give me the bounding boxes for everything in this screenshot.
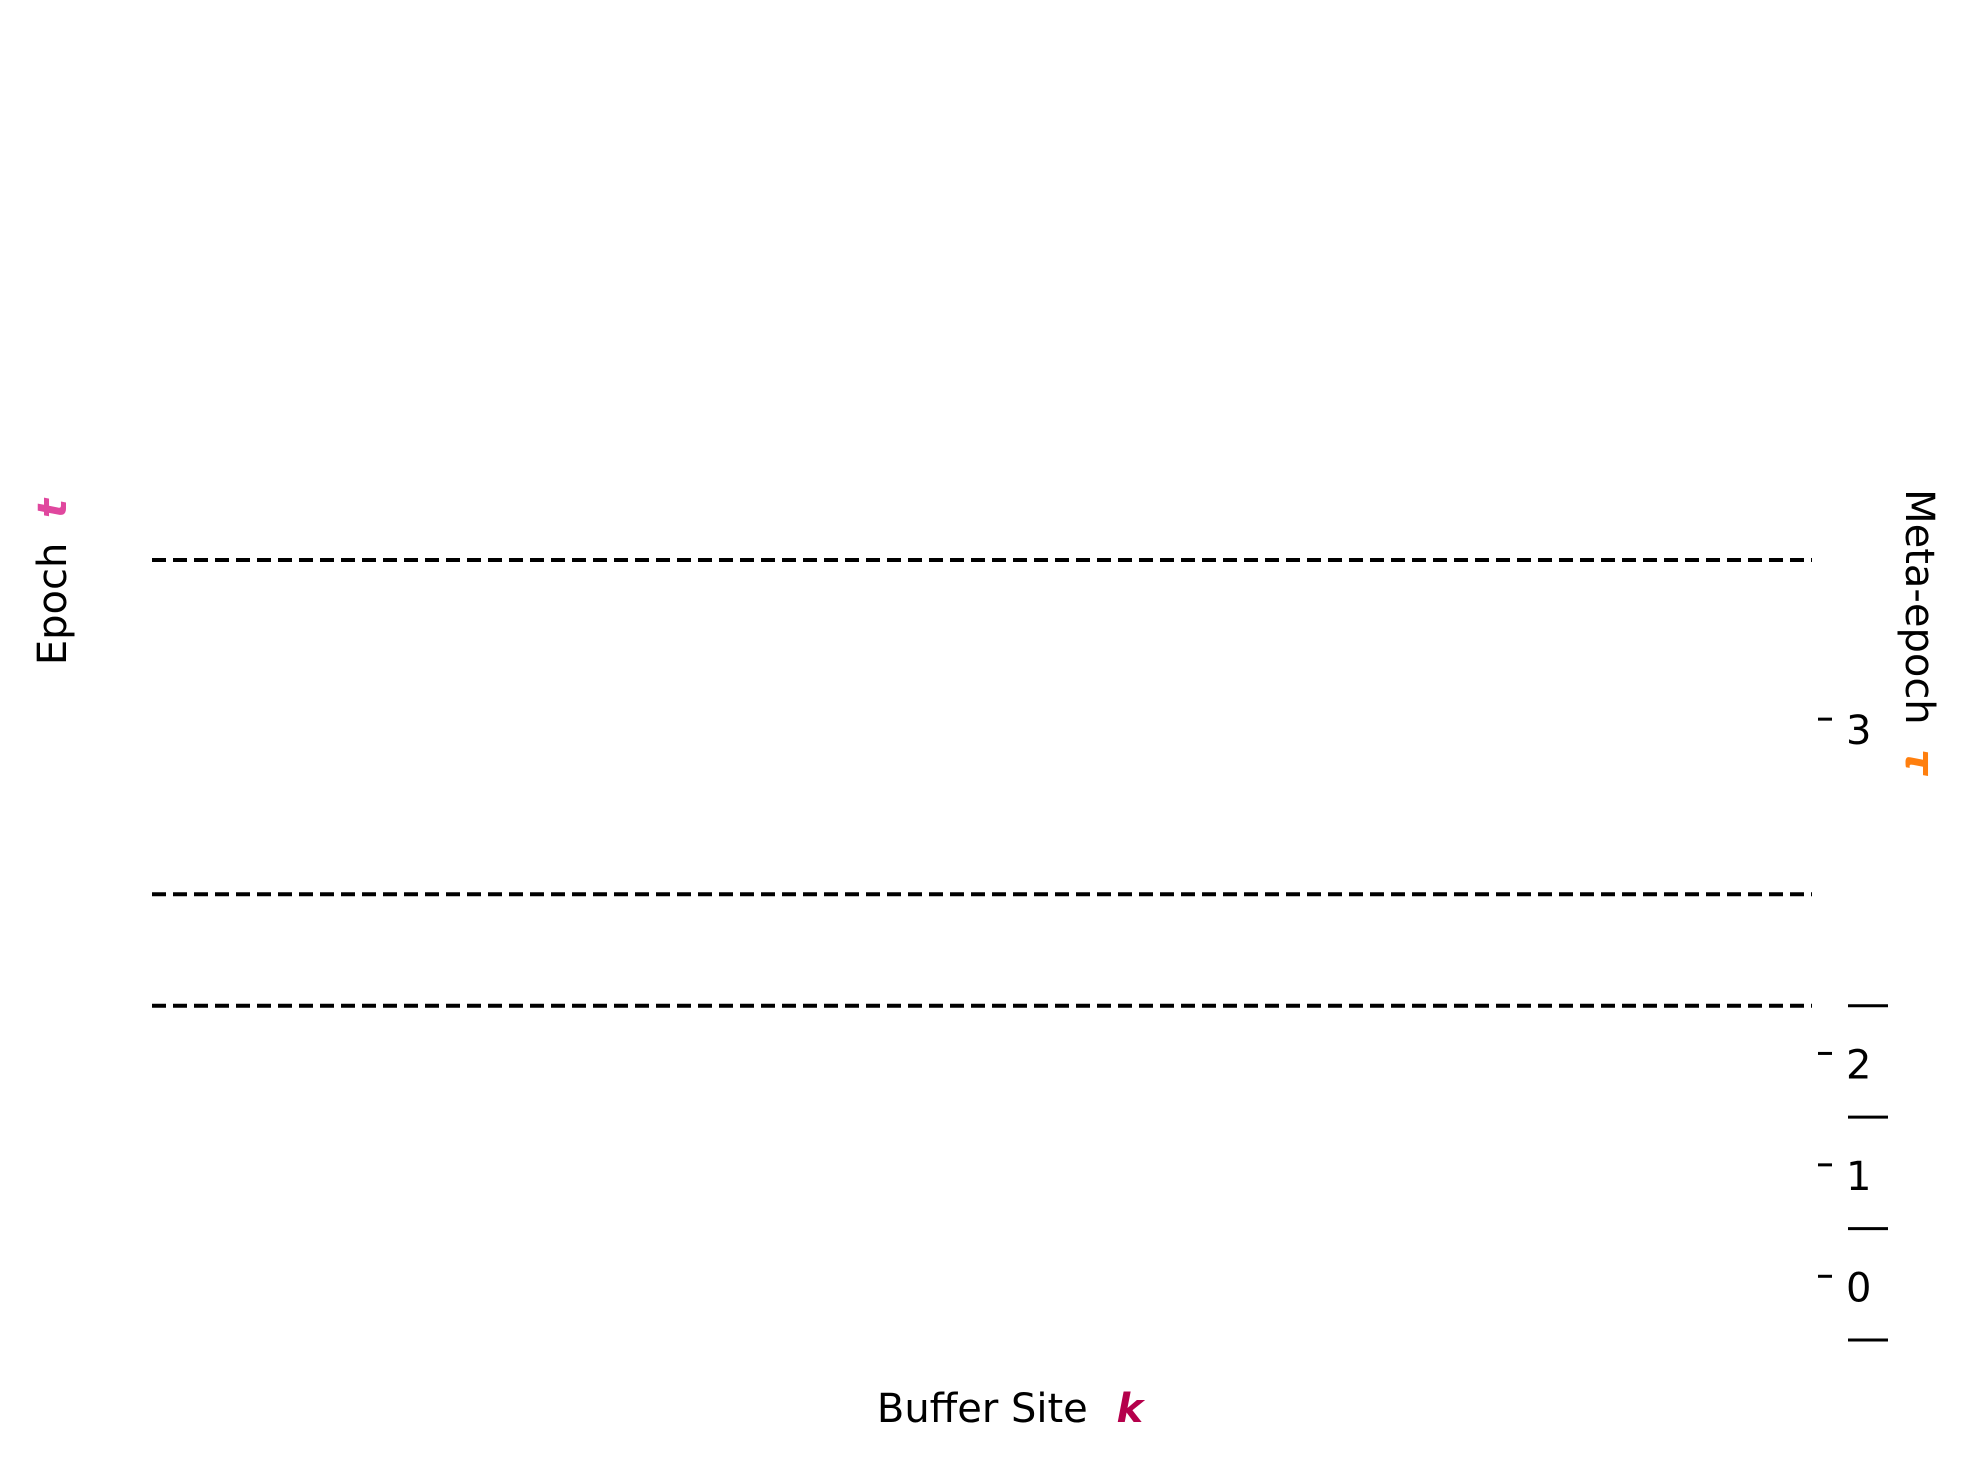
- y-axis-label-text: Epoch: [30, 543, 76, 665]
- x-axis-label-text: Buffer Site: [877, 1386, 1088, 1432]
- right-axis-label: Meta-epoch τ: [1896, 489, 1942, 776]
- right-axis-label-text: Meta-epoch: [1896, 489, 1942, 725]
- x-axis-label: Buffer Site k: [877, 1386, 1146, 1432]
- meta-epoch-tick-label-0: 0: [1846, 1265, 1871, 1311]
- meta-epoch-tick-label-3: 3: [1846, 708, 1871, 754]
- x-axis-label-symbol: k: [1117, 1386, 1146, 1432]
- y-axis-label-symbol: t: [30, 497, 76, 518]
- meta-epoch-tick-label-2: 2: [1846, 1042, 1871, 1088]
- meta-epoch-boundary-marks: [1848, 1004, 1888, 1342]
- y-axis-label: Epoch t: [30, 497, 76, 665]
- meta-epoch-tick-label-1: 1: [1846, 1154, 1871, 1200]
- epoch-dashed-lines: [152, 558, 1812, 1008]
- meta-epoch-ticks: 0 1 2 3: [1818, 708, 1871, 1311]
- right-axis-label-symbol: τ: [1896, 749, 1942, 776]
